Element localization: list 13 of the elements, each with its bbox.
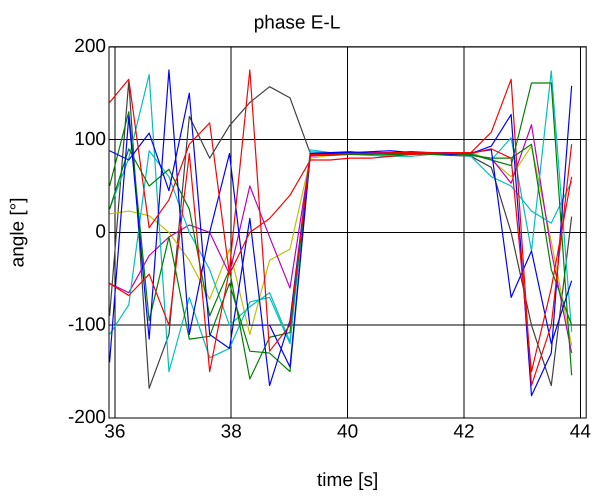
- y-tick-label: 0: [95, 222, 106, 243]
- x-tick-label: 42: [453, 422, 475, 443]
- x-tick-label: 40: [337, 422, 358, 443]
- y-tick-label: -200: [68, 407, 106, 428]
- y-axis-title: angle [°]: [8, 197, 29, 268]
- x-tick-label: 44: [570, 422, 592, 443]
- y-tick-label: 200: [74, 36, 106, 58]
- x-axis-title: time [s]: [316, 470, 378, 491]
- x-tick-label: 38: [220, 422, 242, 443]
- chart-title: phase E-L: [254, 12, 340, 34]
- x-tick-label: 36: [104, 422, 126, 443]
- y-tick-label: -100: [68, 314, 106, 336]
- y-tick-label: 100: [74, 128, 106, 150]
